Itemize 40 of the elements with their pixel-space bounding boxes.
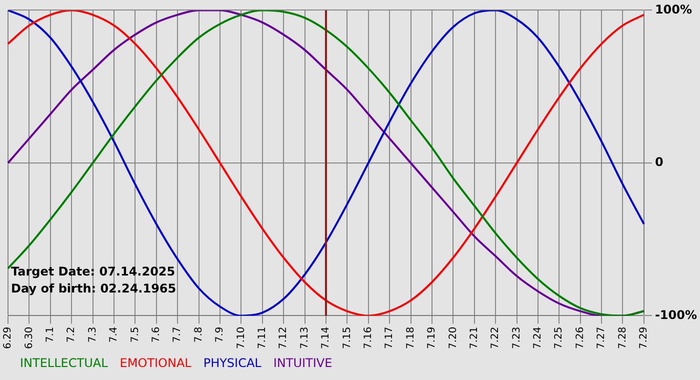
x-tick-label: 7.29 [638,326,650,349]
x-tick-label: 7.28 [617,326,628,349]
x-tick-label: 7.14 [320,326,332,349]
x-tick-label: 7.18 [405,326,416,349]
x-tick-label: 7.10 [236,326,247,349]
x-tick-label: 7.7 [172,326,184,343]
x-tick-label: 7.9 [214,326,226,343]
x-tick-label: 7.3 [87,326,98,343]
y-tick-label: -100% [654,308,698,322]
x-tick-label: 7.5 [130,326,141,343]
x-tick-label: 7.12 [278,326,290,349]
text: INTUITIVE [273,356,332,370]
annotation: Target Date: 07.14.2025 [11,264,176,279]
x-tick-label: 7.19 [426,326,438,349]
x-tick-label: 7.23 [511,326,522,349]
x-tick-label: 7.2 [66,326,78,343]
x-tick-label: 7.4 [108,326,120,343]
y-tick-label: 0 [654,155,664,170]
text: PHYSICAL [203,356,262,370]
x-tick-label: 7.15 [342,326,353,349]
x-tick-label: 6.30 [24,326,35,349]
x-tick-label: 7.13 [299,326,310,349]
x-tick-label: 7.6 [150,326,162,343]
x-tick-label: 7.1 [44,326,56,343]
text: INTELLECTUAL [20,356,108,370]
y-tick-label: 100% [654,2,692,16]
x-tick-label: 7.22 [490,326,502,349]
x-tick-label: 7.27 [596,326,608,349]
annotation: Day of birth: 02.24.1965 [11,282,176,296]
text: EMOTIONAL [120,356,192,370]
x-tick-label: 7.24 [532,326,544,349]
x-tick-label: 7.11 [256,326,268,349]
x-tick-label: 7.26 [574,326,586,349]
x-tick-label: 7.25 [554,326,565,349]
x-tick-label: 6.29 [2,326,14,349]
x-tick-label: 7.21 [468,326,480,349]
x-tick-label: 7.8 [193,326,204,343]
x-tick-label: 7.20 [448,326,459,349]
x-tick-label: 7.17 [384,326,396,349]
x-tick-label: 7.16 [362,326,374,349]
